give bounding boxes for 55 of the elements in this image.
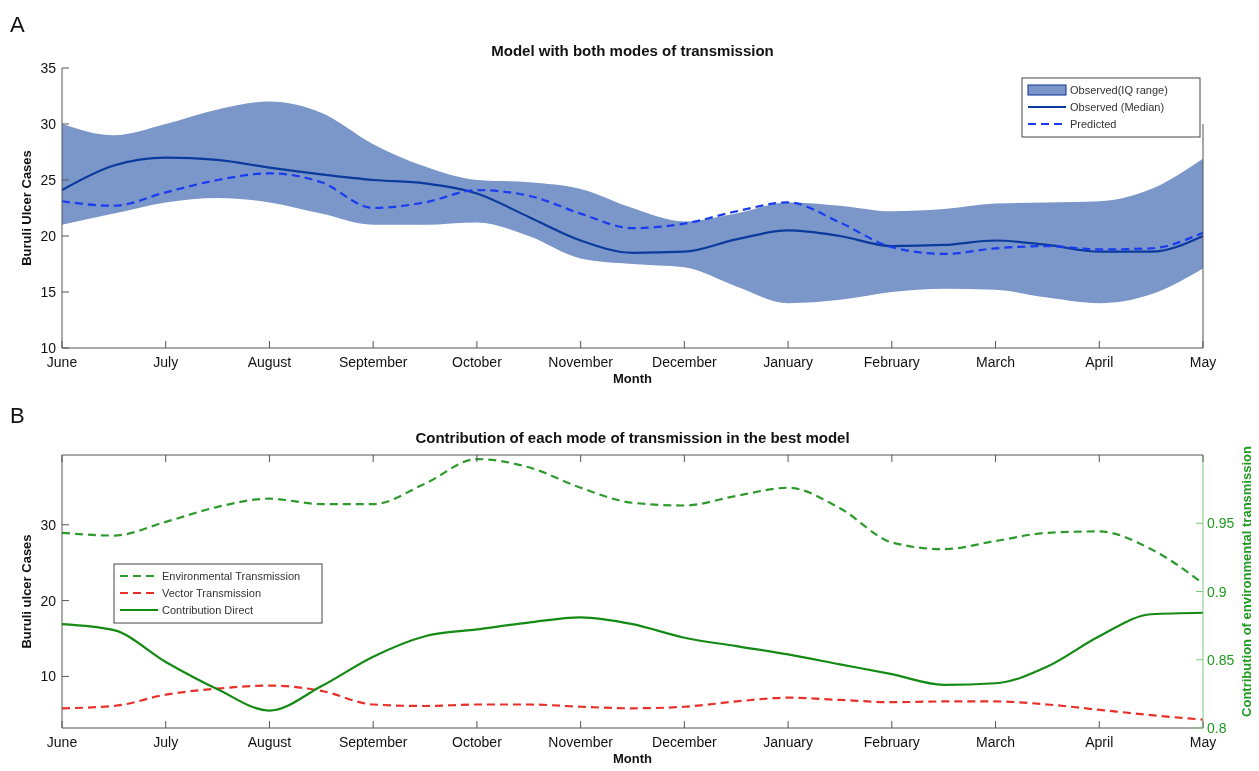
x-tick-label: February <box>863 354 920 370</box>
x-axis-title: Month <box>613 751 653 766</box>
x-tick-label: July <box>153 354 179 370</box>
text: B <box>10 403 25 428</box>
x-tick-label: November <box>548 734 614 750</box>
x-tick-label: March <box>976 734 1015 750</box>
legend-label: Environmental Transmission <box>162 570 301 582</box>
x-tick-label: April <box>1085 734 1114 750</box>
x-tick-label: October <box>452 734 503 750</box>
y2-tick-label: 0.85 <box>1207 651 1235 668</box>
x-tick-label: December <box>652 734 717 750</box>
x-tick-label: August <box>247 734 292 750</box>
y-tick-label: 35 <box>40 60 57 76</box>
y-tick-label: 10 <box>40 668 57 685</box>
y-tick-label: 30 <box>40 516 57 533</box>
y-tick-label: 25 <box>40 172 57 188</box>
chart-title: Contribution of each mode of transmission in the best model <box>415 429 850 446</box>
x-tick-label: January <box>763 354 813 370</box>
x-tick-label: June <box>46 734 78 750</box>
legend-label: Vector Transmission <box>162 587 262 599</box>
y-axis-title: Buruli ulcer Cases <box>19 534 34 649</box>
y-tick-label: 10 <box>40 340 57 356</box>
x-tick-label: May <box>1189 734 1217 750</box>
x-tick-label: May <box>1189 354 1217 370</box>
y2-tick-label: 0.95 <box>1207 515 1235 532</box>
x-tick-label: February <box>863 734 920 750</box>
x-tick-label: March <box>976 354 1015 370</box>
x-tick-label: April <box>1085 354 1114 370</box>
text: A <box>10 12 25 37</box>
line-series <box>60 156 1205 254</box>
line-series <box>60 172 1205 256</box>
x-tick-label: August <box>247 354 292 370</box>
y-tick-label: 30 <box>40 116 57 132</box>
legend-label: Predicted <box>1070 118 1117 130</box>
x-tick-label: September <box>338 354 408 370</box>
y-tick-label: 20 <box>40 592 57 609</box>
y2-tick-label: 0.9 <box>1207 583 1227 600</box>
x-tick-label: June <box>46 354 78 370</box>
x-tick-label: November <box>548 354 614 370</box>
x-axis-title: Month <box>613 371 653 386</box>
y-tick-label: 15 <box>40 284 57 300</box>
y2-tick-label: 0.8 <box>1207 720 1227 736</box>
y2-axis-title: Contribution of environmental transmission <box>1239 446 1254 717</box>
legend-label: Observed (Median) <box>1070 101 1165 113</box>
y-axis-title: Buruli Ulcer Cases <box>19 150 34 266</box>
chart-title: Model with both modes of transmission <box>491 42 774 59</box>
x-tick-label: October <box>452 354 503 370</box>
x-tick-label: January <box>763 734 813 750</box>
legend-label: Contribution Direct <box>162 604 254 616</box>
x-tick-label: September <box>338 734 408 750</box>
x-tick-label: December <box>652 354 717 370</box>
y-tick-label: 20 <box>40 228 57 244</box>
line-series <box>60 684 1205 721</box>
x-tick-label: July <box>153 734 179 750</box>
legend-label: Observed(IQ range) <box>1070 84 1168 96</box>
